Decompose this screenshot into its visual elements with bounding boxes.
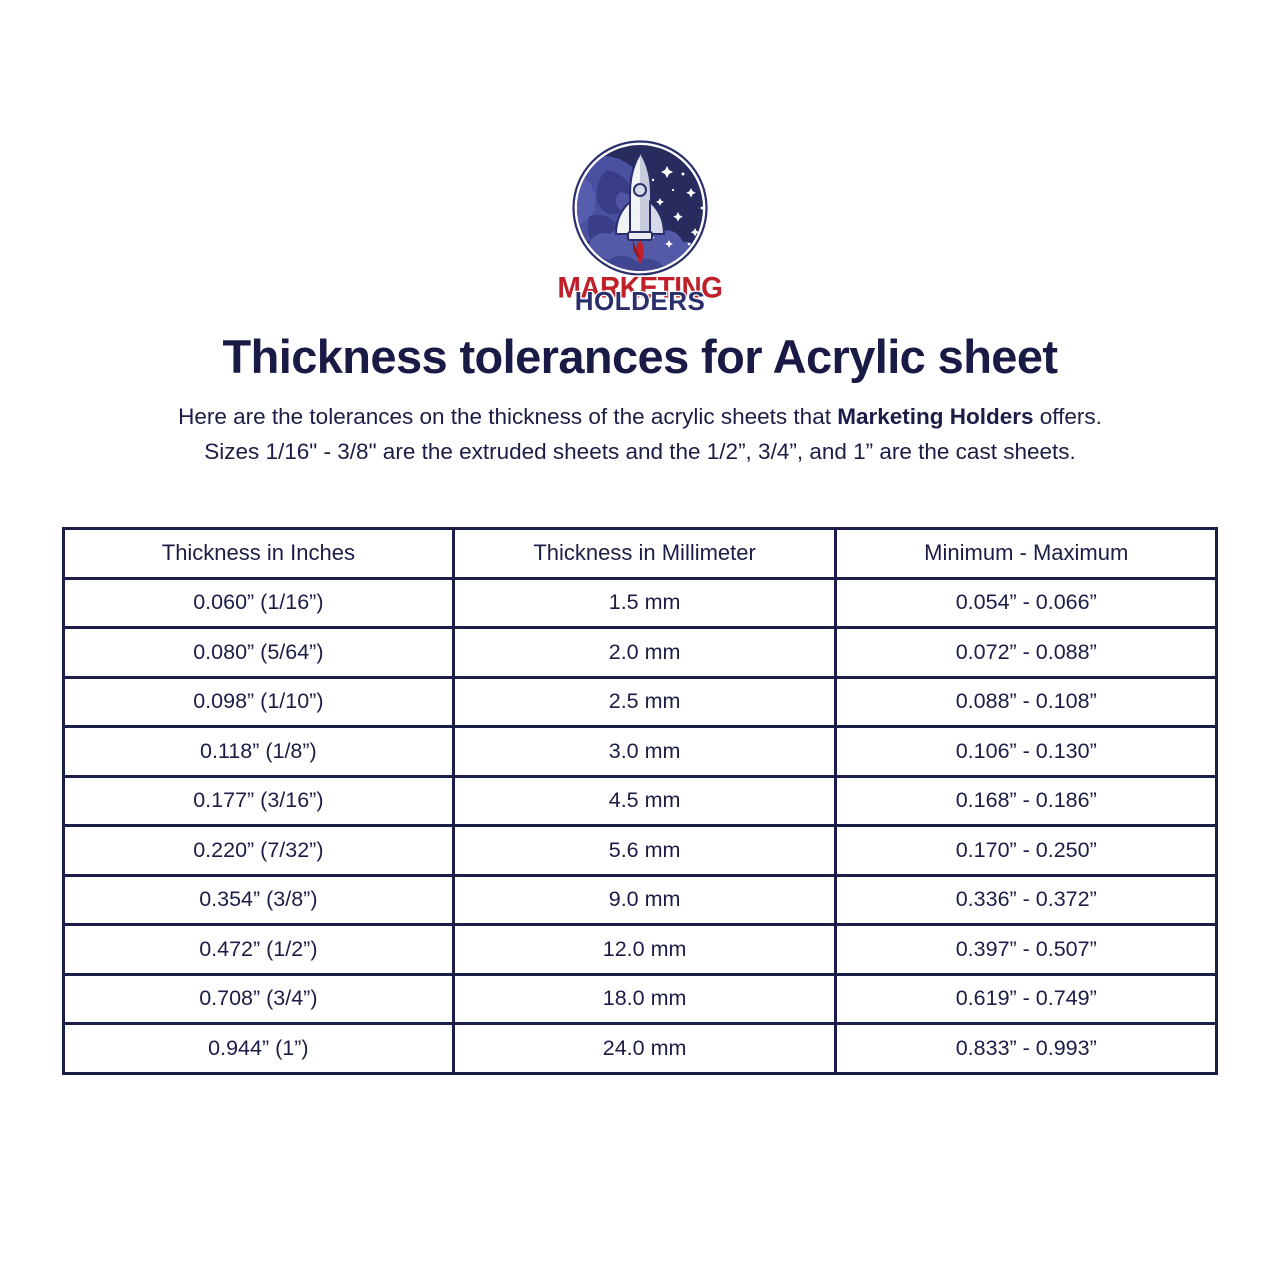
page-title: Thickness tolerances for Acrylic sheet [222, 330, 1058, 383]
subtitle-line-1-post: offers. [1033, 403, 1102, 429]
column-header-inches: Thickness in Inches [62, 527, 455, 580]
subtitle-line-2: Sizes 1/16" - 3/8" are the extruded shee… [204, 438, 1076, 464]
table-row: 0.944” (1”) 24.0 mm 0.833” - 0.993” [62, 1022, 1218, 1075]
cell-min-max: 0.170” - 0.250” [834, 824, 1218, 877]
table-row: 0.177” (3/16”) 4.5 mm 0.168” - 0.186” [62, 774, 1218, 827]
page-subtitle: Here are the tolerances on the thickness… [0, 400, 1280, 470]
table-row: 0.708” (3/4”) 18.0 mm 0.619” - 0.749” [62, 972, 1218, 1025]
column-header-min-max: Minimum - Maximum [834, 527, 1218, 580]
table-row: 0.472” (1/2”) 12.0 mm 0.397” - 0.507” [62, 923, 1218, 976]
cell-min-max: 0.054” - 0.066” [834, 576, 1218, 629]
cell-min-max: 0.168” - 0.186” [834, 774, 1218, 827]
subtitle-brand-emphasis: Marketing Holders [837, 403, 1034, 429]
cell-thickness-inches: 0.060” (1/16”) [62, 576, 455, 629]
cell-thickness-mm: 4.5 mm [451, 774, 838, 827]
cell-thickness-inches: 0.708” (3/4”) [62, 972, 455, 1025]
cell-min-max: 0.336” - 0.372” [834, 873, 1218, 926]
cell-thickness-inches: 0.177” (3/16”) [62, 774, 455, 827]
table-header-row: Thickness in Inches Thickness in Millime… [62, 527, 1218, 580]
table-row: 0.080” (5/64”) 2.0 mm 0.072” - 0.088” [62, 626, 1218, 679]
tolerance-table-container: Thickness in Inches Thickness in Millime… [62, 527, 1218, 1075]
subtitle-line-1-pre: Here are the tolerances on the thickness… [178, 403, 838, 429]
cell-min-max: 0.833” - 0.993” [834, 1022, 1218, 1075]
table-row: 0.118” (1/8”) 3.0 mm 0.106” - 0.130” [62, 725, 1218, 778]
tolerance-table: Thickness in Inches Thickness in Millime… [62, 527, 1218, 1075]
cell-thickness-mm: 1.5 mm [451, 576, 838, 629]
cell-thickness-inches: 0.118” (1/8”) [62, 725, 455, 778]
logo-word-holders: HOLDERS [575, 286, 706, 315]
cell-thickness-inches: 0.354” (3/8”) [62, 873, 455, 926]
cell-thickness-inches: 0.472” (1/2”) [62, 923, 455, 976]
cell-thickness-mm: 2.5 mm [451, 675, 838, 728]
column-header-millimeter: Thickness in Millimeter [451, 527, 838, 580]
cell-thickness-mm: 5.6 mm [451, 824, 838, 877]
brand-logo-block: MARKETING HOLDERS [0, 0, 1280, 317]
cell-thickness-inches: 0.098” (1/10”) [62, 675, 455, 728]
cell-thickness-mm: 24.0 mm [451, 1022, 838, 1075]
subtitle-line-1: Here are the tolerances on the thickness… [50, 400, 1230, 435]
table-row: 0.098” (1/10”) 2.5 mm 0.088” - 0.108” [62, 675, 1218, 728]
cell-thickness-mm: 9.0 mm [451, 873, 838, 926]
cell-thickness-mm: 2.0 mm [451, 626, 838, 679]
cell-thickness-inches: 0.080” (5/64”) [62, 626, 455, 679]
cell-min-max: 0.619” - 0.749” [834, 972, 1218, 1025]
cell-min-max: 0.072” - 0.088” [834, 626, 1218, 679]
cell-thickness-mm: 12.0 mm [451, 923, 838, 976]
cell-thickness-inches: 0.944” (1”) [62, 1022, 455, 1075]
cell-thickness-mm: 18.0 mm [451, 972, 838, 1025]
logo-word-marketing: MARKETING [558, 272, 723, 305]
table-row: 0.354” (3/8”) 9.0 mm 0.336” - 0.372” [62, 873, 1218, 926]
table-row: 0.060” (1/16”) 1.5 mm 0.054” - 0.066” [62, 576, 1218, 629]
cell-thickness-mm: 3.0 mm [451, 725, 838, 778]
cell-thickness-inches: 0.220” (7/32”) [62, 824, 455, 877]
table-body: 0.060” (1/16”) 1.5 mm 0.054” - 0.066” 0.080… [62, 576, 1218, 1075]
table-row: 0.220” (7/32”) 5.6 mm 0.170” - 0.250” [62, 824, 1218, 877]
rocket-globe-logo: MARKETING HOLDERS [545, 140, 735, 317]
cell-min-max: 0.088” - 0.108” [834, 675, 1218, 728]
cell-min-max: 0.397” - 0.507” [834, 923, 1218, 976]
cell-min-max: 0.106” - 0.130” [834, 725, 1218, 778]
